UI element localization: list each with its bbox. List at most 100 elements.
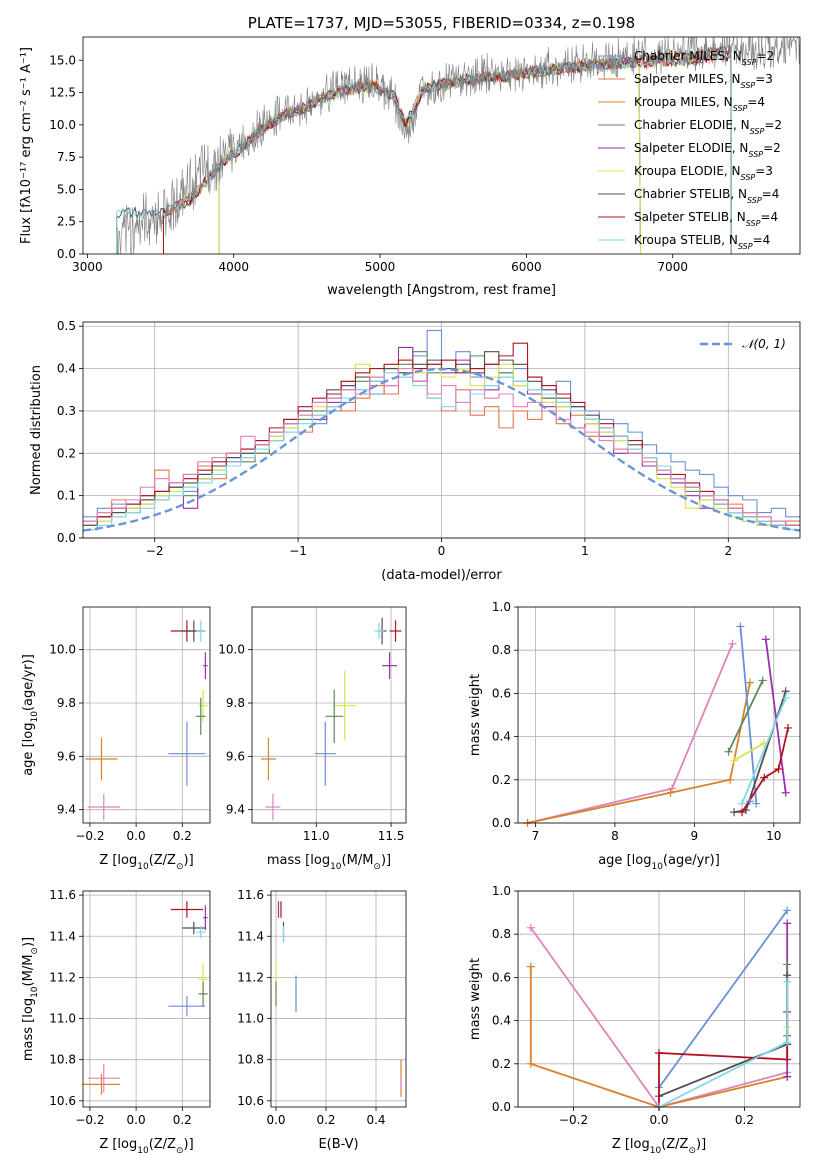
y-tick-label: 0.0 — [492, 1100, 511, 1114]
x-axis-label-part: age [log — [598, 853, 651, 868]
legend-entry: Salpeter ELODIE, NSSP=2 — [634, 141, 781, 159]
plus-marker — [526, 962, 535, 971]
axes-frame — [251, 606, 407, 824]
x-tick-label: 11.0 — [303, 829, 330, 843]
legend-entry-sub: SSP — [747, 196, 762, 205]
axes-frame — [82, 606, 211, 824]
legend-entry-name: Kroupa STELIB, N — [634, 233, 738, 247]
y-tick-label: 10.8 — [49, 1053, 76, 1067]
y-tick-label: 0.4 — [492, 1014, 511, 1028]
x-axis-label-part: (M/M — [342, 853, 374, 868]
plot-area — [83, 329, 800, 532]
error-point — [196, 620, 206, 642]
y-tick-label: 1.0 — [492, 600, 511, 614]
x-axis-label: wavelength [Angstrom, rest frame] — [327, 283, 556, 298]
x-axis-label: E(B-V) — [318, 1137, 358, 1152]
x-tick-label: 3000 — [72, 260, 103, 274]
legend-entry: Kroupa STELIB, NSSP=4 — [634, 233, 770, 251]
x-tick-label: 6000 — [511, 260, 542, 274]
plus-marker — [738, 808, 747, 817]
y-tick-label: 9.4 — [57, 803, 76, 817]
x-tick-label: 4000 — [218, 260, 249, 274]
chart-title: PLATE=1737, MJD=53055, FIBERID=0334, z=0… — [248, 14, 635, 32]
error-point — [170, 901, 204, 918]
plus-marker — [745, 797, 754, 806]
x-axis-label-part: )] — [696, 1137, 706, 1152]
y-tick-label: 11.2 — [237, 970, 264, 984]
legend-entry: Kroupa ELODIE, NSSP=3 — [634, 164, 773, 182]
error-point — [85, 737, 118, 781]
y-tick-label: 11.6 — [49, 888, 76, 902]
y-tick-label: 11.2 — [49, 970, 76, 984]
x-axis-label-part: Z [log — [99, 1137, 137, 1152]
x-axis-label-part: 10 — [330, 862, 342, 872]
y-tick-label: 0.2 — [57, 446, 76, 460]
y-axis-label: Normed distribution — [29, 365, 44, 495]
error-point — [382, 652, 398, 679]
error-point — [168, 995, 206, 1017]
age-vs-mass-panel: 11.0 11.5 9.4 9.6 9.8 10.0 mass [log10(M/M⊙)] — [218, 606, 407, 872]
legend-entry-name: Salpeter ELODIE, N — [634, 141, 748, 155]
x-axis-label-part: 10 — [137, 1146, 149, 1156]
y-tick-label: 5.0 — [57, 182, 76, 196]
plot-area — [116, 37, 800, 254]
y-tick-label: 0.5 — [57, 319, 76, 333]
error-point — [168, 721, 206, 786]
legend-entry-name: Chabrier STELIB, N — [634, 187, 747, 201]
plus-marker — [783, 906, 792, 915]
mass-weight-line — [727, 680, 764, 753]
error-point — [196, 925, 206, 939]
y-tick-label: 10.0 — [49, 643, 76, 657]
legend-entry-name: Kroupa ELODIE, N — [634, 164, 741, 178]
legend-entry-count: =2 — [763, 141, 781, 155]
plus-marker — [666, 788, 675, 797]
y-tick-label: 10.6 — [237, 1094, 264, 1108]
y-tick-label: 11.0 — [237, 1012, 264, 1026]
x-axis-label-part: mass [log — [267, 853, 330, 868]
x-axis-label-part: )] — [184, 1137, 194, 1152]
x-tick-label: 9 — [691, 829, 699, 843]
y-tick-label: 0.6 — [492, 686, 511, 700]
error-point — [389, 620, 402, 642]
x-axis-label: (data-model)/error — [381, 568, 502, 583]
mass-weight-line — [658, 909, 788, 1089]
plus-marker — [760, 773, 769, 782]
legend-entry-sub: SSP — [750, 127, 765, 136]
observed-spectrum-line — [116, 37, 800, 254]
spectrum-panel: 3000 4000 5000 6000 7000 0.0 2.5 5.0 7.5 10.0 12.5… — [19, 14, 801, 298]
legend-entry-name: Kroupa MILES, N — [634, 95, 733, 109]
plus-marker — [783, 960, 792, 969]
x-axis-label-part: 10 — [137, 862, 149, 872]
y-tick-label: 12.5 — [49, 86, 76, 100]
y-tick-label: 0.4 — [57, 362, 76, 376]
plus-marker — [728, 639, 737, 648]
x-axis-label-part: 10 — [650, 1146, 662, 1156]
y-tick-label: 9.6 — [57, 749, 76, 763]
plus-marker — [783, 1055, 792, 1064]
x-axis-label-part: Z [log — [612, 1137, 650, 1152]
x-tick-label: 11.5 — [378, 829, 405, 843]
legend-entry: Chabrier STELIB, NSSP=4 — [634, 187, 779, 205]
x-tick-label: 7 — [532, 829, 540, 843]
x-tick-label: 0.2 — [735, 1113, 754, 1127]
axes-frame — [82, 890, 211, 1108]
y-tick-label: 9.6 — [226, 749, 245, 763]
mass-weight-line — [741, 727, 789, 813]
y-tick-label: 0.0 — [492, 816, 511, 830]
y-tick-label: 0.1 — [57, 489, 76, 503]
x-tick-label: 0.2 — [173, 1113, 192, 1127]
legend-entry-name: Chabrier MILES, N — [634, 49, 742, 63]
y-tick-label: 0.2 — [492, 1057, 511, 1071]
error-point — [203, 905, 208, 931]
plus-marker — [745, 678, 754, 687]
mass-weight-line — [764, 639, 787, 793]
plus-marker — [781, 788, 790, 797]
y-tick-label: 0.2 — [492, 773, 511, 787]
y-tick-label: 11.4 — [237, 929, 264, 943]
error-point — [203, 652, 208, 679]
plus-marker — [726, 775, 735, 784]
plus-marker — [730, 808, 739, 817]
legend-entry-sub: SSP — [741, 173, 756, 182]
